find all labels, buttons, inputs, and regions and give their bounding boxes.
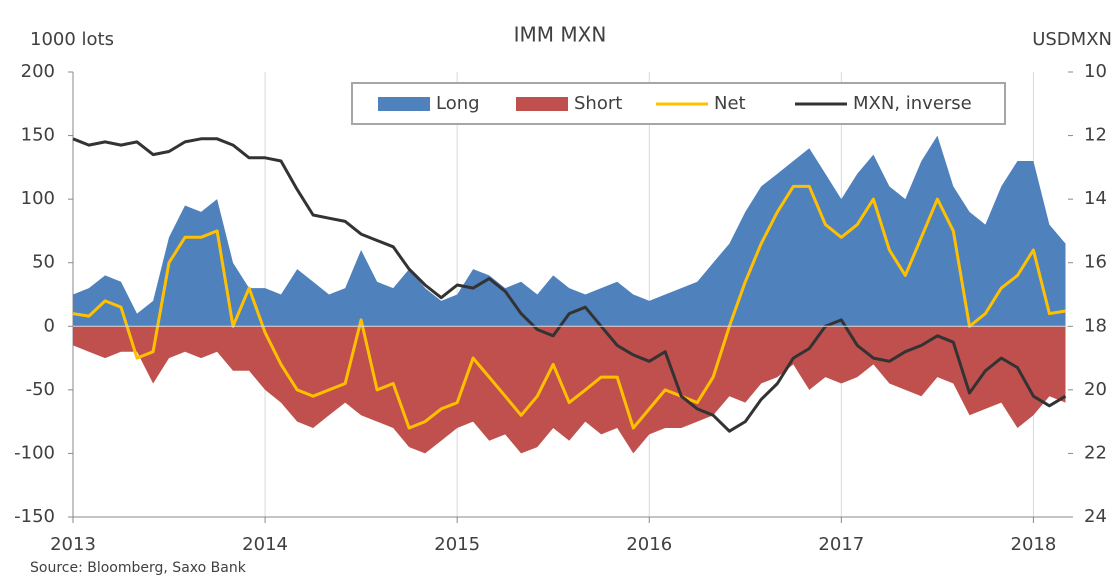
legend-label: Net (714, 93, 746, 114)
x-tick-label: 2014 (242, 534, 288, 555)
area (73, 135, 1066, 327)
y2-tick-label: 12 (1084, 125, 1107, 146)
x-tick-label: 2018 (1011, 534, 1057, 555)
legend-swatch (516, 97, 568, 111)
line (72, 137, 1067, 433)
area (73, 326, 1066, 454)
y-tick-label: 150 (21, 125, 55, 146)
y-tick-label: 100 (21, 188, 55, 209)
y-tick-label: 200 (21, 61, 55, 82)
y2-tick-label: 18 (1084, 315, 1107, 336)
y-tick-label: -150 (14, 506, 55, 527)
y2-tick-label: 20 (1084, 379, 1107, 400)
x-tick-label: 2017 (818, 534, 864, 555)
y-axis-label: 1000 lots (30, 29, 114, 50)
y-tick-label: -50 (26, 379, 55, 400)
chart-title: IMM MXN (514, 23, 607, 47)
y-tick-label: -100 (14, 442, 55, 463)
source-note: Source: Bloomberg, Saxo Bank (30, 560, 247, 576)
y2-tick-label: 14 (1084, 188, 1107, 209)
legend-label: Long (436, 93, 480, 114)
y2-tick-label: 24 (1084, 506, 1107, 527)
x-tick-label: 2013 (50, 534, 96, 555)
y-tick-label: 0 (44, 315, 55, 336)
y2-tick-label: 10 (1084, 61, 1107, 82)
x-tick-label: 2016 (626, 534, 672, 555)
line (72, 184, 1066, 430)
y2-tick-label: 16 (1084, 252, 1107, 273)
legend: Long Short Net MXN, inverse (351, 82, 1006, 125)
y-tick-label: 50 (32, 252, 55, 273)
x-tick-label: 2015 (434, 534, 480, 555)
legend-swatch (378, 97, 430, 111)
y2-tick-label: 22 (1084, 442, 1107, 463)
legend-label: MXN, inverse (853, 93, 972, 114)
legend-label: Short (574, 93, 622, 114)
y2-axis-label: USDMXN (1032, 29, 1112, 50)
